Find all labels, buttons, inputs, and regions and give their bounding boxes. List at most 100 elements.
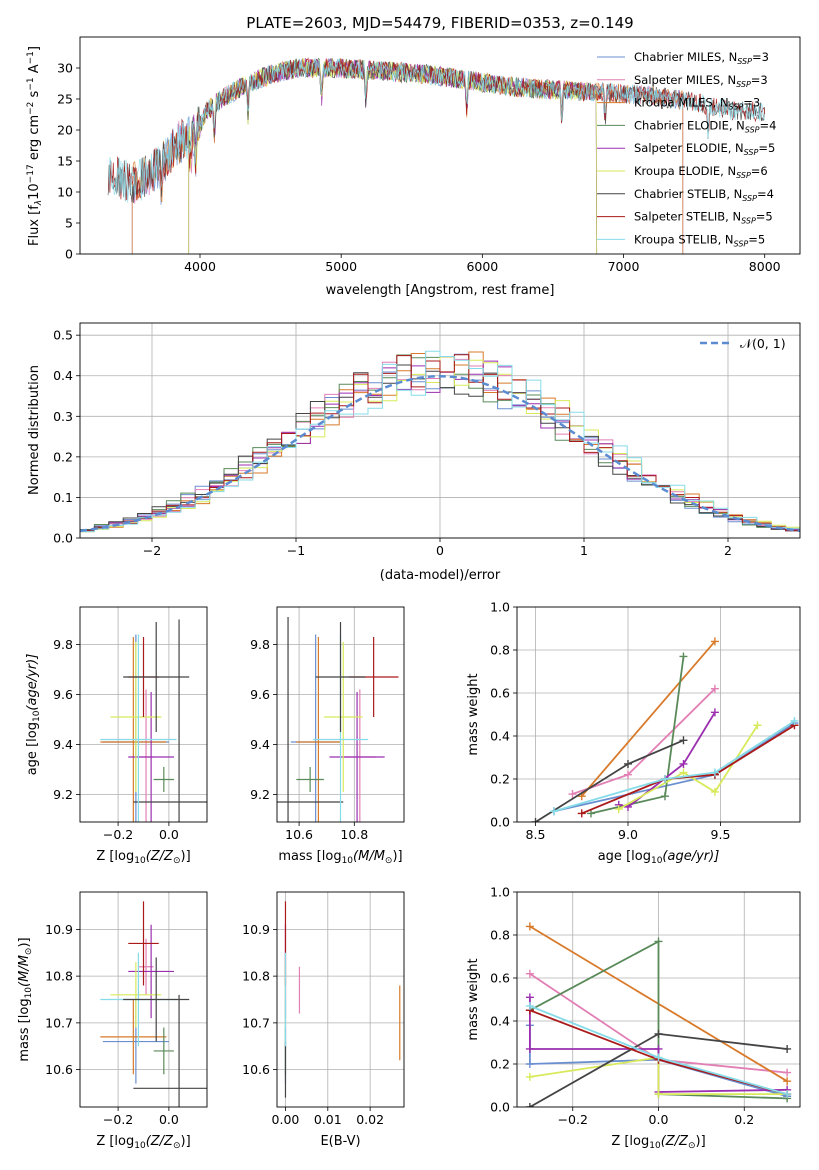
y-tick-label: 25 <box>57 92 73 107</box>
y-tick-label: 0.4 <box>490 729 510 744</box>
weight-marker <box>568 790 577 799</box>
y-axis-label: mass weight <box>466 958 481 1040</box>
legend-entry: Chabrier ELODIE, NSSP=4 <box>634 118 776 134</box>
x-tick-label: 10.8 <box>340 827 368 842</box>
y-tick-label: 0.2 <box>53 449 73 464</box>
weight-marker <box>710 708 719 717</box>
weight-marker <box>525 1060 534 1068</box>
panel-z-age: −0.2 0.0 9.2 9.4 9.6 9.8 Z [log10(Z/Z⊙)] age [l… <box>25 606 208 866</box>
y-tick-label: 9.6 <box>250 687 270 702</box>
y-tick-label: 10.6 <box>242 1062 270 1077</box>
x-tick-label: 5000 <box>325 259 357 274</box>
xlabel-label: Z [log10(Z/Z⊙)] <box>611 1134 705 1151</box>
axes-frame <box>516 891 801 1108</box>
weight-marker <box>710 768 719 777</box>
x-tick-label: 8.5 <box>526 827 546 842</box>
spectrum-series <box>107 58 766 203</box>
weight-marker <box>525 1072 534 1081</box>
y-tick-label: 0.2 <box>490 1057 510 1072</box>
weight-marker <box>654 937 663 946</box>
xlabel-label: Z [log10(Z/Z⊙)] <box>96 849 190 866</box>
x-tick-label: 9.0 <box>618 827 638 842</box>
plot-area <box>107 57 766 254</box>
axes-frame <box>516 606 801 823</box>
weight-marker <box>710 787 719 796</box>
weight-marker <box>623 759 632 768</box>
weight-marker <box>654 1044 663 1053</box>
y-tick-label: 5 <box>65 216 73 231</box>
x-tick-label: 7000 <box>608 259 640 274</box>
weight-marker <box>586 809 595 818</box>
x-tick-label: 6000 <box>466 259 498 274</box>
panel-ebv-mass: 0.00 0.01 0.02 10.6 10.7 10.8 10.9 E(B-V) <box>242 891 405 1149</box>
y-tick-label: 0.4 <box>53 368 73 383</box>
weight-marker <box>679 736 688 745</box>
x-tick-label: 0.01 <box>314 1112 342 1127</box>
y-tick-label: 30 <box>57 61 73 76</box>
weight-marker <box>783 1090 792 1099</box>
weight-marker <box>525 1103 534 1107</box>
legend-entry: Kroupa STELIB, NSSP=5 <box>634 232 765 248</box>
y-tick-label: 20 <box>57 123 73 138</box>
weight-marker <box>710 637 719 646</box>
y-tick-label: 1.0 <box>490 600 510 615</box>
weight-marker <box>753 721 762 730</box>
y-tick-label: 9.6 <box>53 687 73 702</box>
weight-marker <box>614 805 623 814</box>
xlabel-label: age [log10(age/yr)] <box>598 849 720 866</box>
ylabel-label: age [log10(age/yr)] <box>25 654 42 776</box>
x-tick-label: 0.0 <box>649 1112 669 1127</box>
y-tick-label: 15 <box>57 154 73 169</box>
weight-series <box>529 1056 788 1095</box>
legend-entry: Chabrier STELIB, NSSP=4 <box>634 187 774 203</box>
legend-entry: Salpeter MILES, NSSP=3 <box>634 73 768 89</box>
x-tick-label: −0.2 <box>103 1112 133 1127</box>
weight-marker <box>783 1077 792 1086</box>
y-tick-label: 10.7 <box>45 1015 73 1030</box>
weight-marker <box>710 684 719 693</box>
panel-spectrum: 4000 5000 6000 7000 8000 0 5 10 15 20 25 30 waveleng… <box>26 36 801 298</box>
y-tick-label: 10 <box>57 185 73 200</box>
y-tick-label: 0.6 <box>490 971 510 986</box>
y-tick-label: 0.8 <box>490 928 510 943</box>
xlabel-label: mass [log10(M/M⊙)] <box>278 849 402 866</box>
y-tick-label: 10.9 <box>45 922 73 937</box>
xlabel-label: Z [log10(Z/Z⊙)] <box>96 1134 190 1151</box>
x-tick-label: 10.6 <box>285 827 313 842</box>
y-tick-label: 9.2 <box>53 787 73 802</box>
weight-series <box>529 939 788 1100</box>
weight-marker <box>525 993 534 1002</box>
y-tick-label: 10.8 <box>45 969 73 984</box>
plot-area <box>80 323 800 538</box>
y-tick-label: 10.8 <box>242 969 270 984</box>
x-tick-label: −1 <box>287 543 305 558</box>
x-tick-label: 0.0 <box>159 827 179 842</box>
weight-marker <box>654 1053 663 1062</box>
histogram-series <box>80 350 800 538</box>
y-tick-label: 9.4 <box>53 737 73 752</box>
weight-series <box>581 724 795 815</box>
weight-series <box>553 720 795 813</box>
axes-frame <box>276 606 405 823</box>
weight-marker <box>660 792 669 801</box>
figure-title: PLATE=2603, MJD=54479, FIBERID=0353, z=0… <box>246 14 633 32</box>
plot-area <box>80 892 207 1107</box>
legend-entry: Salpeter ELODIE, NSSP=5 <box>634 141 775 157</box>
x-axis-label: (data-model)/error <box>380 568 501 583</box>
weight-marker <box>679 768 688 777</box>
x-tick-label: −0.2 <box>558 1112 588 1127</box>
axes-frame <box>79 322 801 539</box>
y-tick-label: 9.8 <box>250 637 270 652</box>
weight-marker <box>525 922 534 931</box>
plot-area <box>277 607 404 822</box>
weight-marker <box>577 809 586 818</box>
weight-marker <box>654 1029 663 1038</box>
y-tick-label: 0.1 <box>53 490 73 505</box>
weight-marker <box>531 818 540 822</box>
y-tick-label: 0.8 <box>490 643 510 658</box>
plot-area <box>277 892 404 1107</box>
axes-frame <box>79 606 208 823</box>
y-tick-label: 10.7 <box>242 1015 270 1030</box>
weight-marker <box>525 969 534 978</box>
